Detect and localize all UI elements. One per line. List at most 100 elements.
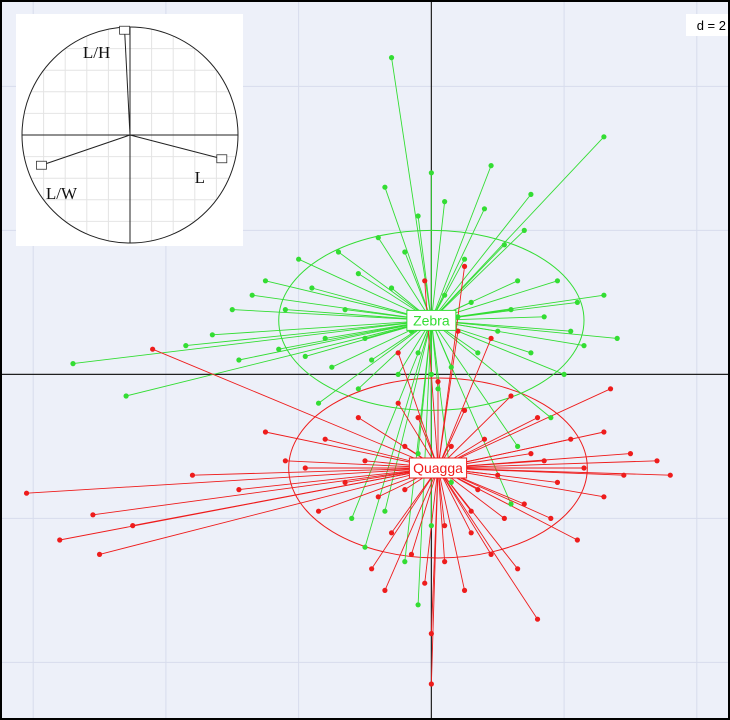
zebra-point	[455, 314, 461, 320]
zebra-label-box	[406, 309, 457, 331]
quagga-point	[574, 537, 580, 543]
zebra-spoke	[431, 319, 618, 339]
zebra-spoke	[377, 237, 432, 321]
quagga-spoke	[437, 467, 538, 620]
quagga-point	[601, 429, 607, 435]
variable-label-lw: L/W	[46, 184, 78, 203]
quagga-spoke	[437, 338, 492, 469]
zebra-spoke	[431, 320, 552, 418]
quagga-label-box	[408, 457, 468, 479]
zebra-point	[415, 213, 421, 219]
quagga-label: Quagga	[413, 460, 463, 476]
quagga-point	[667, 472, 673, 478]
zebra-point	[448, 364, 454, 370]
zebra-point	[475, 350, 481, 356]
zebra-spoke	[430, 208, 485, 321]
zebra-point	[388, 285, 395, 291]
zebra-point	[262, 278, 269, 284]
quagga-point	[495, 472, 501, 478]
quagga-point	[422, 278, 428, 284]
quagga-point	[302, 465, 308, 471]
zebra-spoke	[265, 280, 432, 321]
zebra-point	[355, 271, 361, 277]
quagga-spoke	[437, 395, 512, 469]
quagga-point	[96, 551, 103, 558]
zebra-point	[428, 523, 434, 529]
zebra-point	[568, 328, 574, 334]
zebra-point	[395, 371, 401, 377]
quagga-point	[415, 415, 421, 421]
quagga-point	[130, 523, 136, 529]
zebra-point	[355, 386, 361, 392]
variable-marker-lw	[36, 160, 47, 170]
quagga-point	[448, 443, 454, 449]
quagga-point	[362, 458, 368, 464]
quagga-point	[388, 530, 395, 536]
zebra-point	[70, 361, 76, 367]
quagga-spoke	[238, 467, 439, 491]
zebra-point	[541, 314, 547, 320]
quagga-spoke	[397, 352, 439, 469]
variable-arrow-l	[129, 134, 222, 160]
zebra-point	[229, 307, 235, 313]
zebra-point	[481, 206, 488, 212]
zebra-point	[468, 299, 474, 305]
zebra-point	[282, 307, 288, 313]
quagga-spoke	[437, 467, 472, 534]
zebra-spoke	[430, 320, 519, 447]
zebra-point	[302, 353, 308, 359]
quagga-point	[548, 515, 554, 522]
quagga-point	[428, 681, 434, 687]
zebra-point	[382, 508, 388, 514]
quagga-point	[428, 631, 434, 637]
zebra-point	[428, 170, 434, 176]
variable-label-l: L	[195, 168, 205, 187]
group-labels: Zebra Quagga	[406, 309, 468, 479]
quagga-point	[395, 350, 401, 356]
quagga-point	[554, 479, 561, 485]
zebra-spoke	[417, 215, 432, 321]
zebra-spoke	[338, 251, 432, 321]
zebra-point	[614, 335, 620, 341]
quagga-point	[382, 587, 388, 594]
zebra-point	[309, 285, 315, 291]
quagga-spoke	[411, 467, 439, 555]
quagga-spoke	[397, 402, 439, 469]
quagga-point	[455, 328, 461, 334]
zebra-point	[508, 501, 514, 507]
zebra-point	[581, 343, 587, 349]
variable-label-lh: L/H	[83, 43, 110, 62]
quagga-spoke	[437, 467, 578, 541]
zebra-point	[236, 357, 242, 363]
quagga-point	[654, 458, 660, 464]
scale-label: d = 2	[697, 18, 726, 33]
zebra-point	[415, 350, 421, 356]
zebra-point	[123, 393, 129, 399]
quagga-point	[528, 451, 534, 457]
zebra-spoke	[185, 319, 432, 347]
quagga-point	[601, 494, 607, 500]
zebra-point	[548, 415, 554, 421]
zebra-point	[315, 400, 322, 406]
quagga-point	[468, 530, 474, 536]
quagga-spoke	[437, 467, 446, 562]
zebra-point	[435, 386, 441, 392]
quagga-point	[395, 400, 401, 406]
zebra-point	[362, 335, 368, 341]
zebra-spoke	[391, 57, 432, 321]
zebra-point	[362, 544, 368, 550]
quagga-point	[422, 580, 428, 586]
quagga-point	[442, 559, 448, 565]
quagga-spoke	[437, 467, 492, 555]
points	[23, 55, 673, 687]
zebra-point	[183, 343, 189, 349]
zebra-spoke	[125, 319, 432, 397]
quagga-point	[189, 472, 196, 478]
zebra-point	[402, 559, 408, 565]
zebra-spoke	[430, 320, 452, 483]
zebra-point	[369, 357, 375, 363]
quagga-point	[90, 512, 96, 518]
